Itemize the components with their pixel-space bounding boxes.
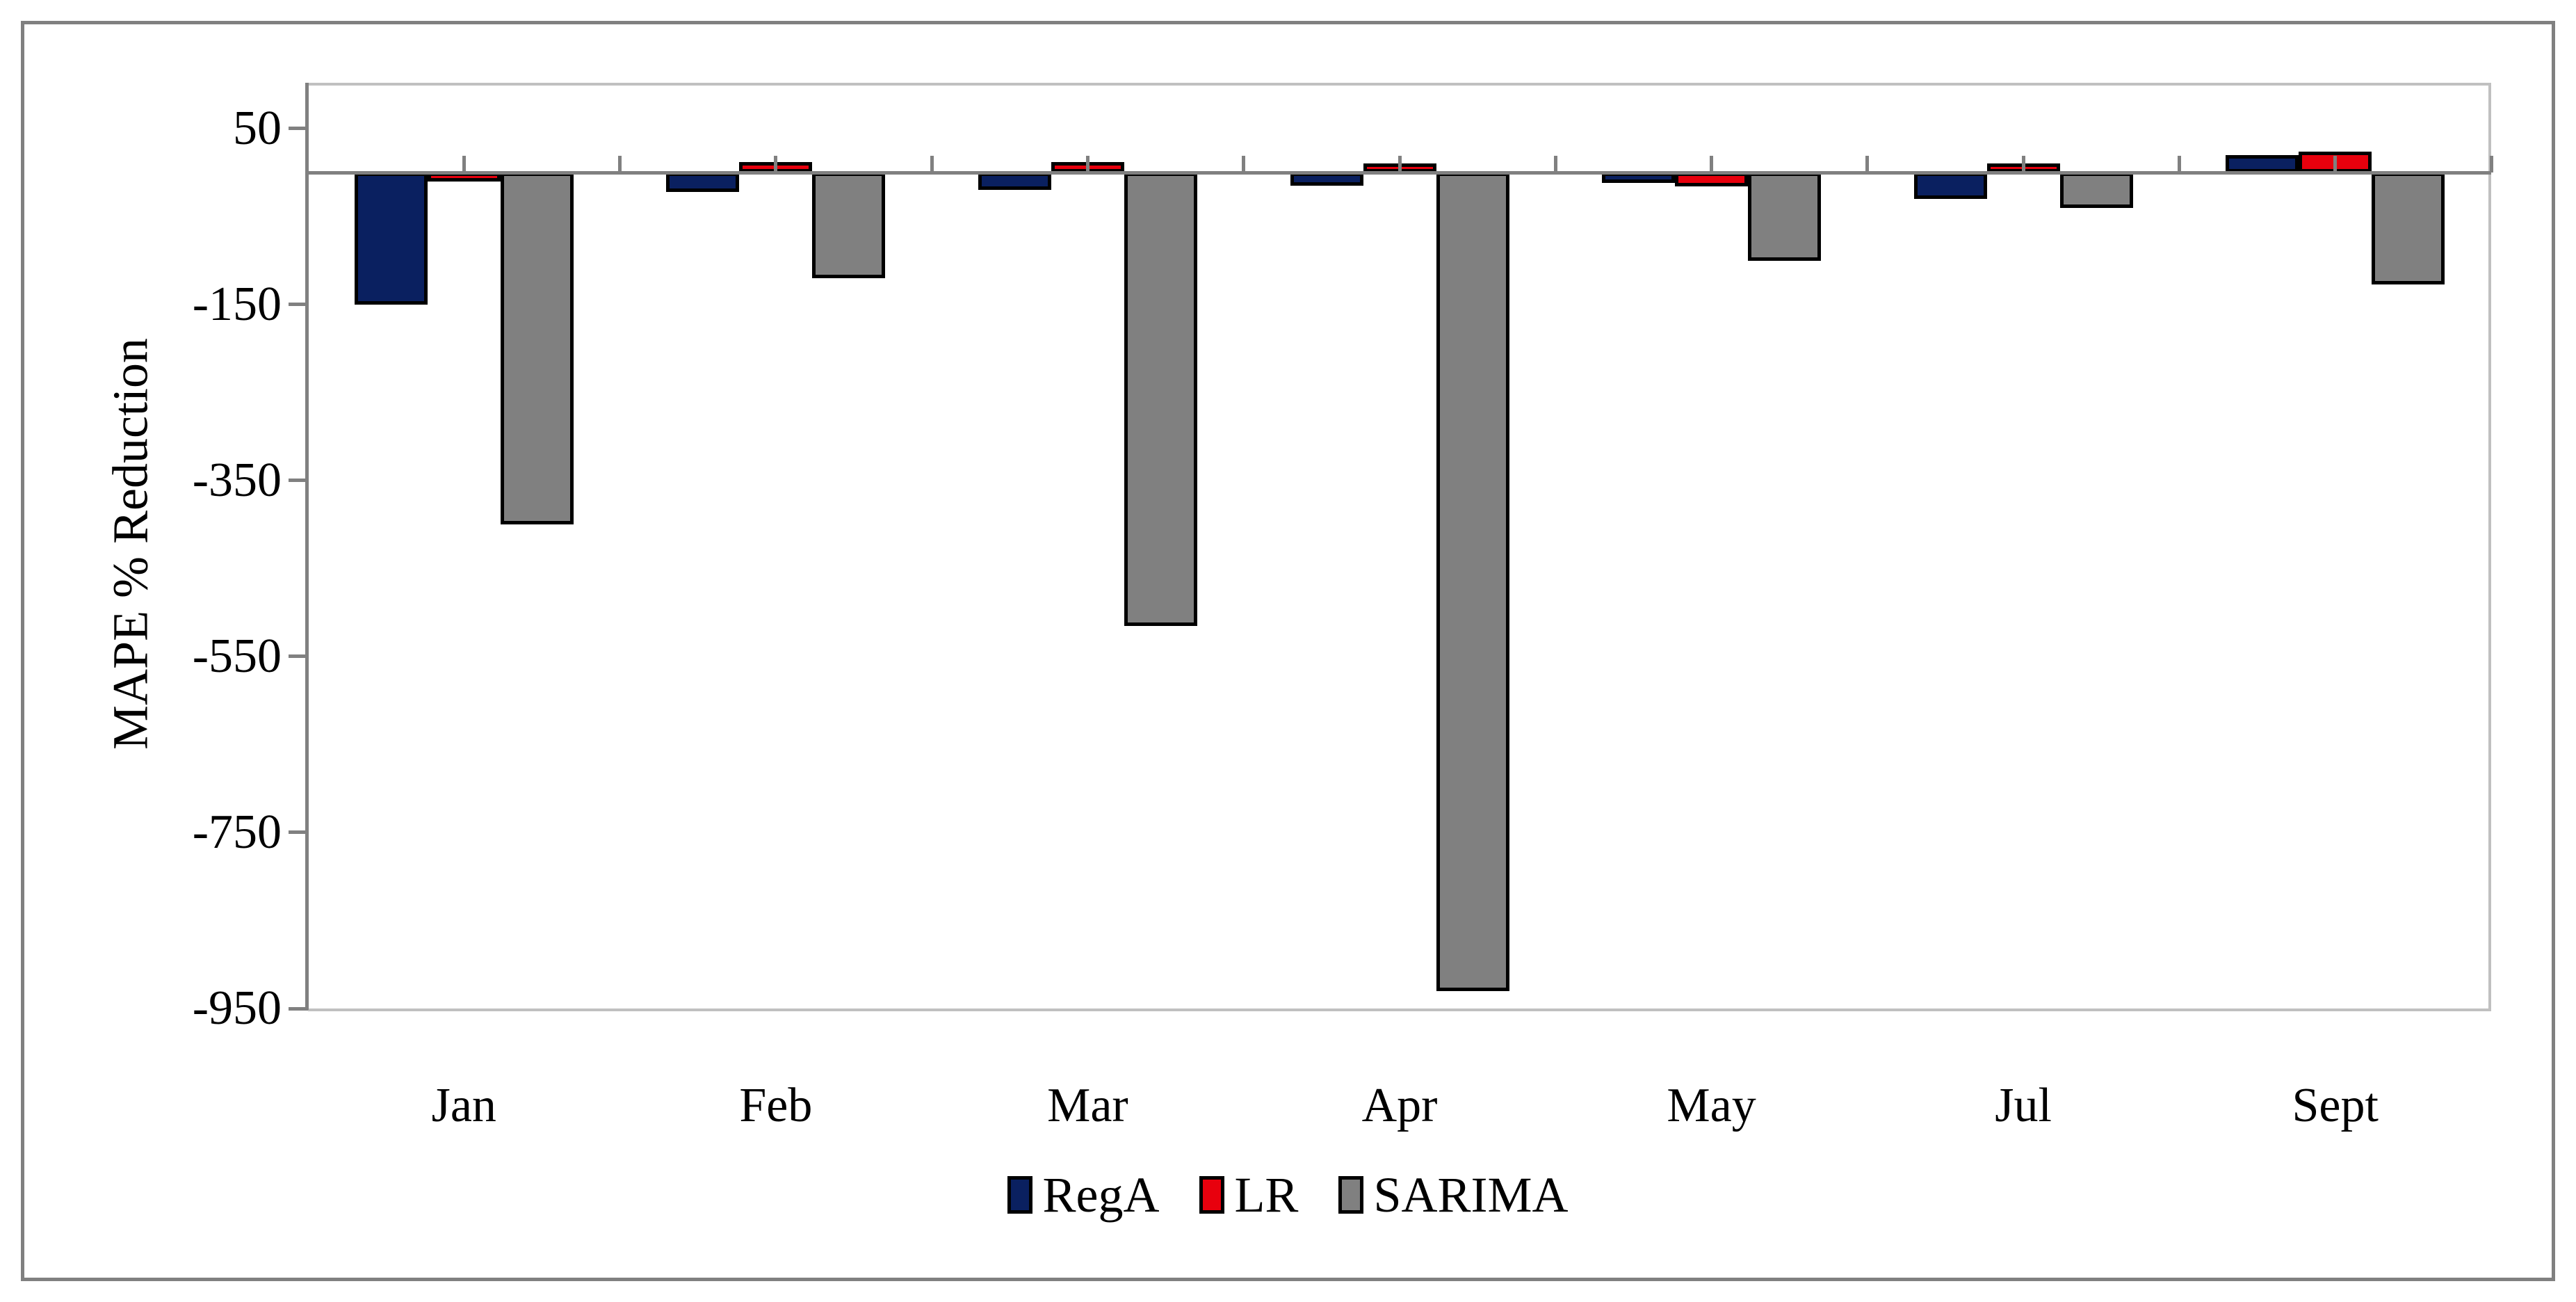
y-axis-tick-label: -950	[192, 981, 282, 1035]
bar-rega-jul	[1913, 172, 1987, 199]
legend-swatch-icon	[1199, 1176, 1225, 1214]
bar-sarima-jan	[500, 172, 574, 525]
y-axis-tick-label: 50	[233, 101, 282, 155]
x-axis-label-apr: Apr	[1361, 1079, 1438, 1132]
y-axis-tick-label: -150	[192, 277, 282, 331]
category-tick-mark	[462, 156, 466, 173]
category-tick-mark	[2021, 156, 2025, 173]
category-tick-mark	[1710, 156, 1714, 173]
x-axis-label-mar: Mar	[1047, 1079, 1128, 1132]
figure-frame	[21, 21, 2555, 1281]
category-tick-mark	[2489, 156, 2493, 173]
category-tick-mark	[2177, 156, 2181, 173]
y-axis-tick-label: -350	[192, 453, 282, 507]
bar-rega-feb	[666, 172, 740, 192]
category-tick-mark	[1242, 156, 1246, 173]
category-tick-mark	[1398, 156, 1402, 173]
y-axis-tick-mark	[289, 654, 308, 659]
x-axis-label-feb: Feb	[739, 1079, 813, 1132]
y-axis-title: MAPE % Reduction	[102, 338, 159, 750]
x-axis-label-jul: Jul	[1995, 1079, 2052, 1132]
x-axis-label-jan: Jan	[431, 1079, 496, 1132]
bar-sarima-apr	[1436, 172, 1509, 991]
bar-sarima-mar	[1124, 172, 1197, 626]
y-axis-tick-mark	[289, 127, 308, 131]
legend-label: LR	[1234, 1167, 1299, 1223]
bar-sarima-jul	[2059, 172, 2133, 208]
bar-rega-jan	[354, 172, 428, 305]
bar-sarima-sept	[2372, 172, 2445, 284]
category-tick-mark	[1553, 156, 1557, 173]
bar-sarima-feb	[812, 172, 886, 278]
bar-lr-may	[1675, 172, 1749, 187]
y-axis-tick-mark	[289, 479, 308, 483]
bar-rega-sept	[2226, 154, 2299, 173]
legend-swatch-icon	[1007, 1176, 1033, 1214]
category-tick-mark	[930, 156, 934, 173]
category-tick-mark	[2333, 156, 2338, 173]
bar-rega-mar	[978, 172, 1051, 191]
x-axis-zero-line	[308, 170, 2491, 175]
legend-label: SARIMA	[1373, 1167, 1569, 1223]
bar-rega-may	[1602, 172, 1676, 184]
category-tick-mark	[618, 156, 622, 173]
y-axis-tick-label: -750	[192, 805, 282, 859]
y-axis-tick-mark	[289, 830, 308, 835]
category-tick-mark	[774, 156, 778, 173]
legend-swatch-icon	[1338, 1176, 1364, 1214]
legend-item-lr: LR	[1199, 1167, 1298, 1223]
x-axis-label-sept: Sept	[2292, 1079, 2379, 1132]
y-axis-tick-mark	[289, 303, 308, 307]
category-tick-mark	[1085, 156, 1089, 173]
category-tick-mark	[1865, 156, 1870, 173]
plot-area	[308, 83, 2491, 1011]
y-axis-tick-mark	[289, 1006, 308, 1011]
y-axis-tick-label: -550	[192, 629, 282, 683]
bar-rega-apr	[1290, 172, 1363, 186]
bar-sarima-may	[1748, 172, 1822, 261]
legend: RegA LR SARIMA	[0, 1166, 2576, 1224]
legend-item-rega: RegA	[1007, 1167, 1159, 1223]
legend-item-sarima: SARIMA	[1338, 1167, 1569, 1223]
y-axis-line	[305, 83, 309, 1010]
x-axis-label-may: May	[1667, 1079, 1756, 1132]
legend-label: RegA	[1042, 1167, 1160, 1223]
